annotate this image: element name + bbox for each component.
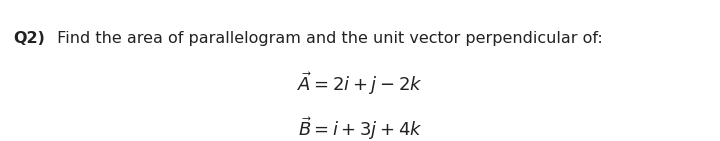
Text: $\vec{B} = i + 3j + 4k$: $\vec{B} = i + 3j + 4k$ xyxy=(298,116,422,141)
Text: Find the area of parallelogram and the unit vector perpendicular of:: Find the area of parallelogram and the u… xyxy=(52,31,603,46)
Text: $\vec{A} = 2i + j - 2k$: $\vec{A} = 2i + j - 2k$ xyxy=(297,70,423,97)
Text: Q2): Q2) xyxy=(13,31,45,46)
